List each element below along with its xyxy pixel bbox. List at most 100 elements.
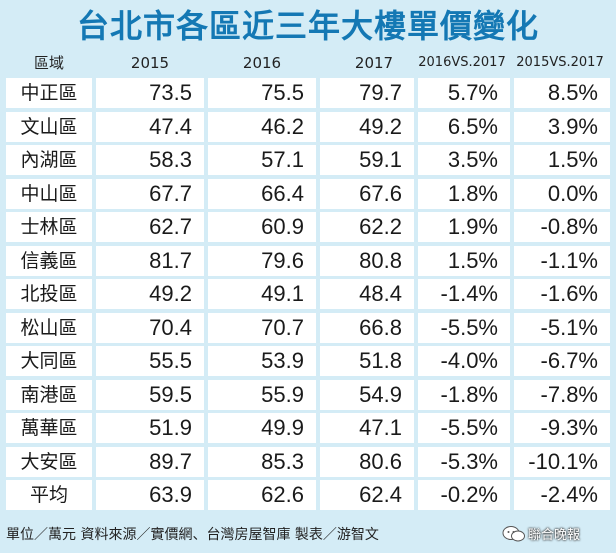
table-row: 士林區 62.7 60.9 62.2 1.9% -0.8%: [6, 212, 610, 242]
table-row: 大同區 55.5 53.9 51.8 -4.0% -6.7%: [6, 346, 610, 376]
cell-2015: 81.7: [96, 245, 204, 276]
cell-2016-vs-2017: 1.8%: [418, 178, 510, 209]
cell-2015: 63.9: [96, 480, 204, 510]
chart-title: 台北市各區近三年大樓單價變化: [76, 7, 539, 45]
cell-region: 大同區: [6, 346, 92, 376]
cell-2016-vs-2017: -5.5%: [418, 312, 510, 343]
cell-region: 內湖區: [6, 145, 92, 175]
cell-2016: 66.4: [208, 178, 316, 209]
cell-2016-vs-2017: -1.4%: [418, 279, 510, 309]
cell-region: 大安區: [6, 446, 92, 477]
cell-2015: 89.7: [96, 446, 204, 477]
table-row: 內湖區 58.3 57.1 59.1 3.5% 1.5%: [6, 145, 610, 175]
cell-2016-vs-2017: 5.7%: [418, 78, 510, 108]
cell-2016: 79.6: [208, 245, 316, 276]
table-row: 松山區 70.4 70.7 66.8 -5.5% -5.1%: [6, 312, 610, 343]
cell-2017: 67.6: [320, 178, 414, 209]
table-row: 文山區 47.4 46.2 49.2 6.5% 3.9%: [6, 111, 610, 142]
cell-2017: 47.1: [320, 413, 414, 443]
cell-2016: 70.7: [208, 312, 316, 343]
header-region: 區域: [33, 54, 64, 72]
cell-2017: 79.7: [320, 78, 414, 108]
cell-2015: 58.3: [96, 145, 204, 175]
cell-2015: 47.4: [96, 111, 204, 142]
table-row: 大安區 89.7 85.3 80.6 -5.3% -10.1%: [6, 446, 610, 477]
cell-2015: 59.5: [96, 379, 204, 410]
table-row: 中山區 67.7 66.4 67.6 1.8% 0.0%: [6, 178, 610, 209]
cell-2017: 62.2: [320, 212, 414, 242]
cell-2017: 54.9: [320, 379, 414, 410]
cell-2015: 49.2: [96, 279, 204, 309]
cell-2015-vs-2017: -2.4%: [514, 480, 610, 510]
cell-2016-vs-2017: -1.8%: [418, 379, 510, 410]
cell-2015: 67.7: [96, 178, 204, 209]
cell-2016-vs-2017: 3.5%: [418, 145, 510, 175]
cell-2016: 60.9: [208, 212, 316, 242]
cell-2016-vs-2017: -5.3%: [418, 446, 510, 477]
cell-2016: 62.6: [208, 480, 316, 510]
cell-region: 北投區: [6, 279, 92, 309]
header-2015-vs-2017: 2015VS.2017: [516, 55, 604, 70]
cell-2017: 62.4: [320, 480, 414, 510]
cell-2015-vs-2017: -1.1%: [514, 245, 610, 276]
cell-2015: 70.4: [96, 312, 204, 343]
cell-region: 松山區: [6, 312, 92, 343]
cell-2015: 55.5: [96, 346, 204, 376]
header-2017: 2017: [354, 54, 394, 72]
cell-2015-vs-2017: 8.5%: [514, 78, 610, 108]
table-row: 中正區 73.5 75.5 79.7 5.7% 8.5%: [6, 78, 610, 108]
cell-region: 南港區: [6, 379, 92, 410]
cell-2016-vs-2017: -4.0%: [418, 346, 510, 376]
cell-2016: 85.3: [208, 446, 316, 477]
cell-2017: 48.4: [320, 279, 414, 309]
table-header: 區域 2015 2016 2017 2016VS.2017 2015VS.201…: [6, 50, 610, 76]
table-row: 平均 63.9 62.6 62.4 -0.2% -2.4%: [6, 480, 610, 510]
cell-region: 文山區: [6, 111, 92, 142]
cell-2016-vs-2017: -5.5%: [418, 413, 510, 443]
cell-region: 士林區: [6, 212, 92, 242]
cell-region: 中正區: [6, 78, 92, 108]
cell-2016: 49.1: [208, 279, 316, 309]
cell-2016-vs-2017: -0.2%: [418, 480, 510, 510]
cell-2017: 66.8: [320, 312, 414, 343]
cell-2015-vs-2017: 0.0%: [514, 178, 610, 209]
cell-2017: 49.2: [320, 111, 414, 142]
cell-2015: 73.5: [96, 78, 204, 108]
cell-2015-vs-2017: 3.9%: [514, 111, 610, 142]
cell-2017: 59.1: [320, 145, 414, 175]
table-row: 信義區 81.7 79.6 80.8 1.5% -1.1%: [6, 245, 610, 276]
footer-note: 單位／萬元 資料來源／實價網、台灣房屋智庫 製表／游智文: [6, 527, 379, 543]
table-row: 萬華區 51.9 49.9 47.1 -5.5% -9.3%: [6, 413, 610, 443]
watermark-text: 聯合晚報: [528, 528, 581, 543]
watermark: 聯合晚報: [500, 520, 610, 550]
table-row: 南港區 59.5 55.9 54.9 -1.8% -7.8%: [6, 379, 610, 410]
cell-2016: 53.9: [208, 346, 316, 376]
cell-2015: 62.7: [96, 212, 204, 242]
header-2015: 2015: [130, 54, 170, 72]
header-2016: 2016: [242, 54, 282, 72]
cell-2015-vs-2017: -9.3%: [514, 413, 610, 443]
cell-2016-vs-2017: 1.9%: [418, 212, 510, 242]
cell-region: 萬華區: [6, 413, 92, 443]
cell-region: 中山區: [6, 178, 92, 209]
cell-2015-vs-2017: -1.6%: [514, 279, 610, 309]
cell-2017: 51.8: [320, 346, 414, 376]
table-row: 北投區 49.2 49.1 48.4 -1.4% -1.6%: [6, 279, 610, 309]
cell-2015-vs-2017: -0.8%: [514, 212, 610, 242]
cell-2015-vs-2017: -7.8%: [514, 379, 610, 410]
header-2016-vs-2017: 2016VS.2017: [418, 55, 506, 70]
cell-2016: 49.9: [208, 413, 316, 443]
wechat-icon: [502, 526, 525, 542]
cell-2015: 51.9: [96, 413, 204, 443]
cell-2015-vs-2017: -5.1%: [514, 312, 610, 343]
cell-2016-vs-2017: 6.5%: [418, 111, 510, 142]
cell-2016: 46.2: [208, 111, 316, 142]
cell-region: 信義區: [6, 245, 92, 276]
cell-2015-vs-2017: -6.7%: [514, 346, 610, 376]
cell-2016: 55.9: [208, 379, 316, 410]
cell-2017: 80.6: [320, 446, 414, 477]
cell-2016: 57.1: [208, 145, 316, 175]
cell-2016-vs-2017: 1.5%: [418, 245, 510, 276]
cell-region: 平均: [6, 480, 92, 510]
cell-2015-vs-2017: -10.1%: [514, 446, 610, 477]
